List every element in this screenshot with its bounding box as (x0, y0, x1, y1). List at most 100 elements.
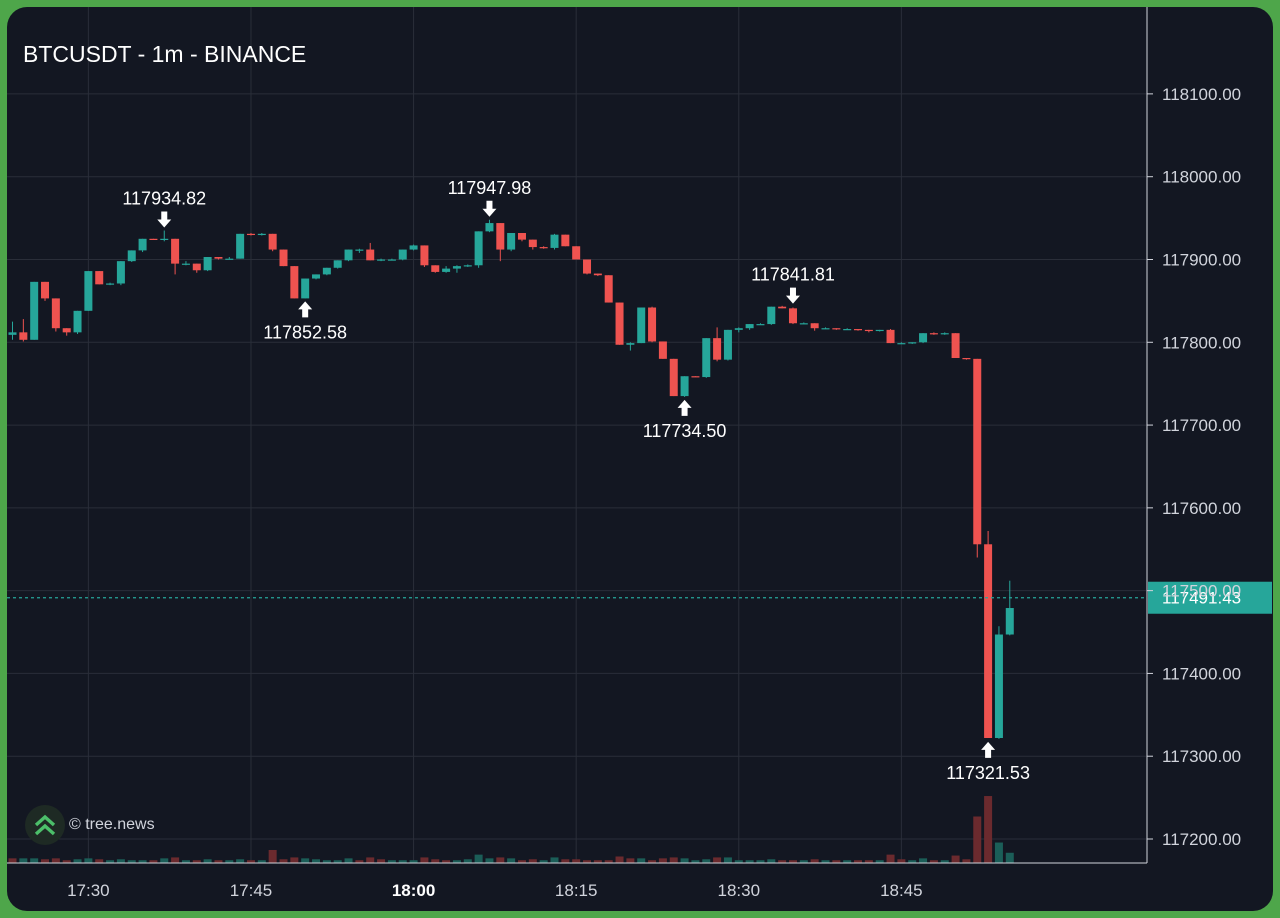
candle-body (615, 302, 624, 345)
arrow-up-icon (298, 301, 313, 318)
volume-bar (637, 858, 646, 863)
candle-body (810, 323, 819, 329)
time-tick-label: 17:45 (230, 881, 273, 900)
candle-body (257, 233, 266, 236)
volume-bar (517, 860, 526, 863)
candle-body (767, 306, 776, 325)
volume-bar (377, 859, 386, 863)
candle-body (181, 263, 190, 265)
candle-body (778, 306, 787, 309)
candle-body (214, 257, 223, 259)
candle-body (593, 273, 602, 276)
candle-body (821, 328, 830, 330)
time-tick-label: 18:00 (392, 881, 435, 900)
candle-body (702, 338, 711, 378)
annotation-label: 117934.82 (122, 189, 206, 209)
arrow-up-icon (677, 399, 692, 416)
volume-bar (366, 857, 375, 863)
chart-title: BTCUSDT - 1m - BINANCE (23, 41, 307, 67)
arrow-up-icon (981, 741, 996, 758)
price-annotations: 117934.82 117852.58 117947.98 117734.50 1178… (122, 178, 1030, 783)
price-tick-label: 118100.00 (1162, 85, 1241, 104)
candle-body (973, 358, 982, 545)
annotation-label: 117321.53 (946, 763, 1030, 783)
volume-bar (333, 860, 342, 863)
candle-body (658, 341, 667, 359)
price-tick-label: 118000.00 (1162, 168, 1241, 187)
volume-bar (756, 860, 765, 863)
volume-bar (723, 857, 732, 863)
candlestick-chart[interactable]: 117491.43 117934.82117852.58117947.98117… (7, 7, 1273, 911)
candle-body (962, 358, 971, 360)
volume-bar (463, 859, 472, 863)
candle-body (312, 274, 321, 279)
volume-bar (355, 860, 364, 863)
candle-body (333, 260, 342, 268)
volume-bar (409, 860, 418, 863)
axes: 117200.00 117300.00 117400.00 117500.00 1176… (7, 7, 1241, 900)
candle-body (409, 245, 418, 250)
volume-bar (908, 860, 917, 863)
time-tick-label: 18:45 (880, 881, 923, 900)
candle-body (604, 275, 613, 303)
chart-panel[interactable]: 117491.43 117934.82 117852.58 117947.98 117… (7, 7, 1273, 911)
candle-body (528, 239, 537, 248)
volume-bar (431, 859, 440, 863)
volume-bar (387, 860, 396, 863)
volume-bar (669, 857, 678, 863)
time-tick-label: 18:30 (718, 881, 761, 900)
candle-body (539, 247, 548, 249)
volume-bar (864, 860, 873, 863)
candle-body (442, 268, 451, 272)
volume-bar (886, 854, 895, 863)
price-tick-label: 117700.00 (1162, 416, 1241, 435)
volume-bar (51, 858, 60, 863)
volume-bar (496, 857, 505, 863)
volume-bar (1005, 852, 1014, 863)
candle-body (268, 233, 277, 250)
candle-body (843, 329, 852, 331)
candle-body (246, 233, 255, 236)
volume-bar (919, 858, 928, 863)
candle-body (994, 634, 1003, 738)
candle-body (886, 329, 895, 344)
volume-bar (691, 860, 700, 863)
volume-bar (420, 857, 429, 863)
volume-bar (225, 860, 234, 863)
volume-bar (713, 857, 722, 863)
volume-bar (106, 860, 115, 863)
high-annotation: 117841.81 (751, 265, 835, 304)
volume-bar (550, 857, 559, 863)
candle-body (940, 333, 949, 335)
volume-bar (301, 858, 310, 863)
volume-bar (19, 858, 28, 863)
candle-body (832, 328, 841, 330)
candle-body (463, 265, 472, 267)
volume-bar (290, 857, 299, 863)
candle-body (723, 329, 732, 360)
candle-body (583, 259, 592, 274)
volume-bar (940, 860, 949, 863)
volume-bar (485, 858, 494, 863)
candle-body (897, 343, 906, 345)
volume-bar (810, 859, 819, 863)
volume-bar (398, 860, 407, 863)
watermark[interactable]: © tree.news (25, 805, 155, 845)
volume-bar (799, 860, 808, 863)
candle-body (984, 544, 993, 738)
volume-bar (929, 860, 938, 863)
volume-bar (452, 860, 461, 863)
arrow-down-icon (482, 200, 497, 217)
annotation-label: 117852.58 (263, 322, 347, 342)
price-tick-label: 117400.00 (1162, 664, 1241, 683)
candle-body (713, 338, 722, 360)
volume-bar (951, 855, 960, 863)
candle-body (474, 231, 483, 266)
volume-bar (767, 859, 776, 863)
price-tick-label: 117600.00 (1162, 499, 1241, 518)
volume-bars (8, 796, 1014, 863)
candles (8, 219, 1014, 739)
candle-body (929, 333, 938, 335)
volume-bar (843, 860, 852, 863)
annotation-label: 117947.98 (448, 178, 532, 198)
